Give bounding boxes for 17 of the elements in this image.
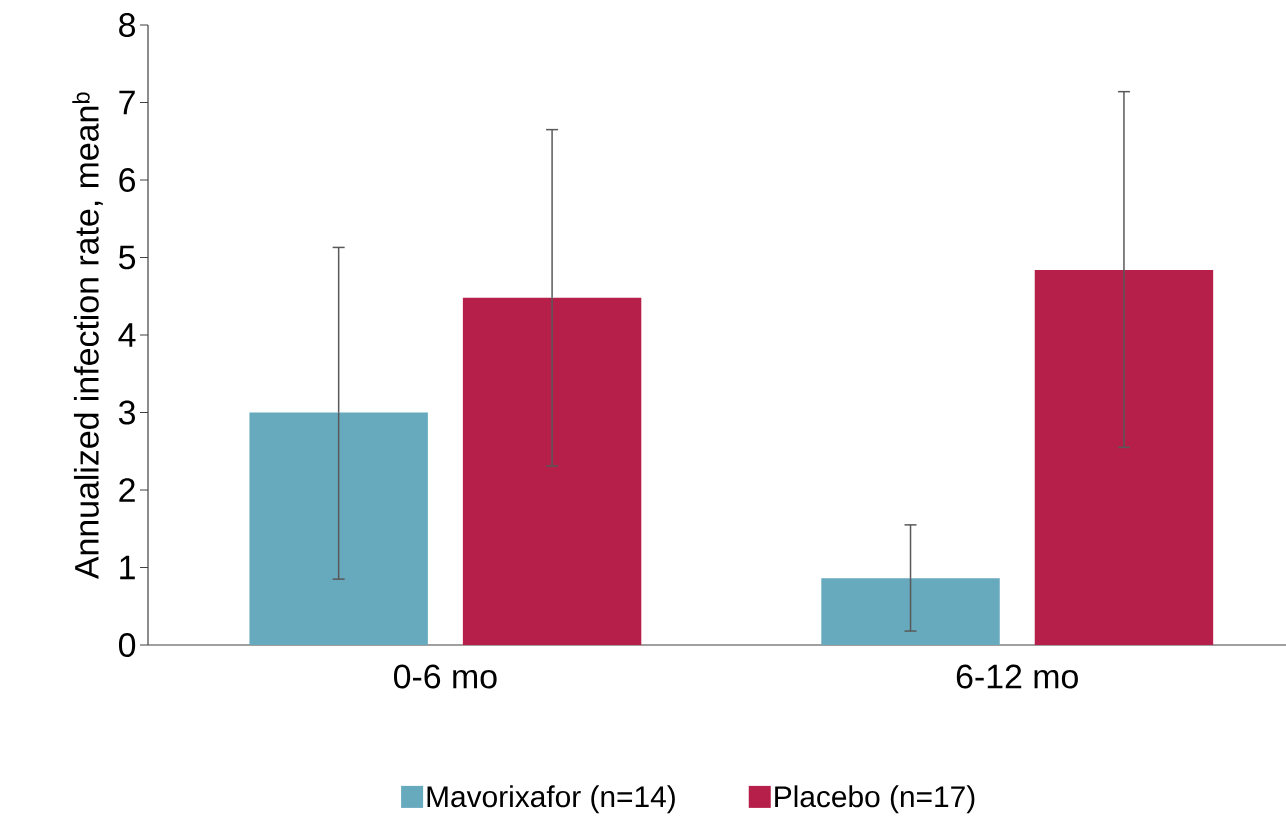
- y-axis-title: Annualized infection rate, mean$^{b}$: [72, 92, 103, 580]
- bar: [462, 297, 642, 645]
- y-tick-label: 2: [119, 478, 135, 502]
- y-tick-label: 5: [119, 245, 136, 270]
- y-tick-label: 3: [118, 400, 135, 425]
- legend-label: Placebo (n=17): [775, 785, 975, 814]
- y-tick-label: 4: [118, 323, 136, 347]
- y-tick-label: 0: [118, 633, 136, 657]
- y-tick-label: 1: [120, 555, 135, 580]
- bar: [1034, 269, 1214, 645]
- x-tick-label: 6-12 mo: [956, 664, 1078, 689]
- y-tick-label: 6: [119, 168, 135, 192]
- bar: [821, 578, 1000, 645]
- y-tick-label: 8: [119, 13, 136, 37]
- x-tick-label: 0-6 mo: [393, 664, 497, 689]
- y-tick-label: 7: [119, 90, 135, 115]
- legend-label: Mavorixafor (n=14): [427, 785, 675, 814]
